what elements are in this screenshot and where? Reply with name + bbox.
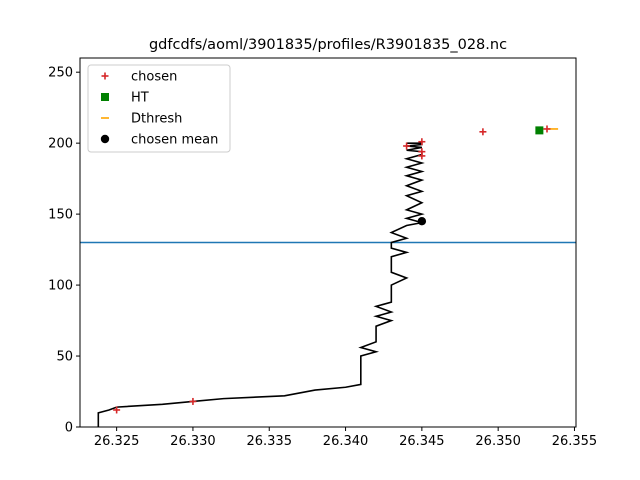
chosen-point xyxy=(189,397,197,405)
x-tick-label: 26.335 xyxy=(246,434,292,449)
x-tick-label: 26.355 xyxy=(552,434,598,449)
x-tick-label: 26.350 xyxy=(475,434,521,449)
x-tick-label: 26.330 xyxy=(170,434,216,449)
x-tick-label: 26.345 xyxy=(399,434,445,449)
chosen-point xyxy=(418,152,426,160)
y-tick-label: 200 xyxy=(48,137,73,152)
legend-chosen-marker xyxy=(101,72,109,80)
chosen-point xyxy=(479,128,487,136)
chosen-point xyxy=(418,138,426,146)
legend-label: Dthresh xyxy=(131,112,182,127)
chosen-mean-marker xyxy=(417,217,427,226)
plot-inner xyxy=(80,125,576,427)
plot-area xyxy=(80,125,576,427)
legend: chosen HT Dthresh chosen mean xyxy=(87,64,231,153)
y-tick-label: 250 xyxy=(48,66,73,81)
chart-title: gdfcdfs/aoml/3901835/profiles/R3901835_0… xyxy=(149,37,507,53)
axes: 26.325 26.330 26.335 26.340 26.345 26.350 26.3… xyxy=(48,57,598,449)
legend-mean-marker xyxy=(100,134,110,144)
legend-label: chosen xyxy=(131,70,177,85)
legend-entry: Dthresh xyxy=(101,112,182,127)
ht-marker xyxy=(535,126,544,135)
y-tick-label: 0 xyxy=(65,421,73,436)
legend-ht-marker xyxy=(101,93,109,101)
legend-entry: chosen xyxy=(101,70,177,85)
legend-entry: HT xyxy=(101,91,149,106)
chosen-point xyxy=(403,142,411,150)
legend-label: chosen mean xyxy=(131,133,218,148)
axes-frame xyxy=(79,57,577,428)
legend-box xyxy=(87,64,231,153)
y-tick-label: 50 xyxy=(56,350,73,365)
x-tick-label: 26.325 xyxy=(94,434,140,449)
chosen-point xyxy=(113,406,121,414)
x-tick-label: 26.340 xyxy=(323,434,369,449)
y-tick-label: 150 xyxy=(48,208,73,223)
y-tick-label: 100 xyxy=(48,279,73,294)
chosen-point xyxy=(543,125,551,133)
legend-entry: chosen mean xyxy=(100,133,218,148)
legend-label: HT xyxy=(131,91,149,106)
profile-line xyxy=(97,142,425,427)
